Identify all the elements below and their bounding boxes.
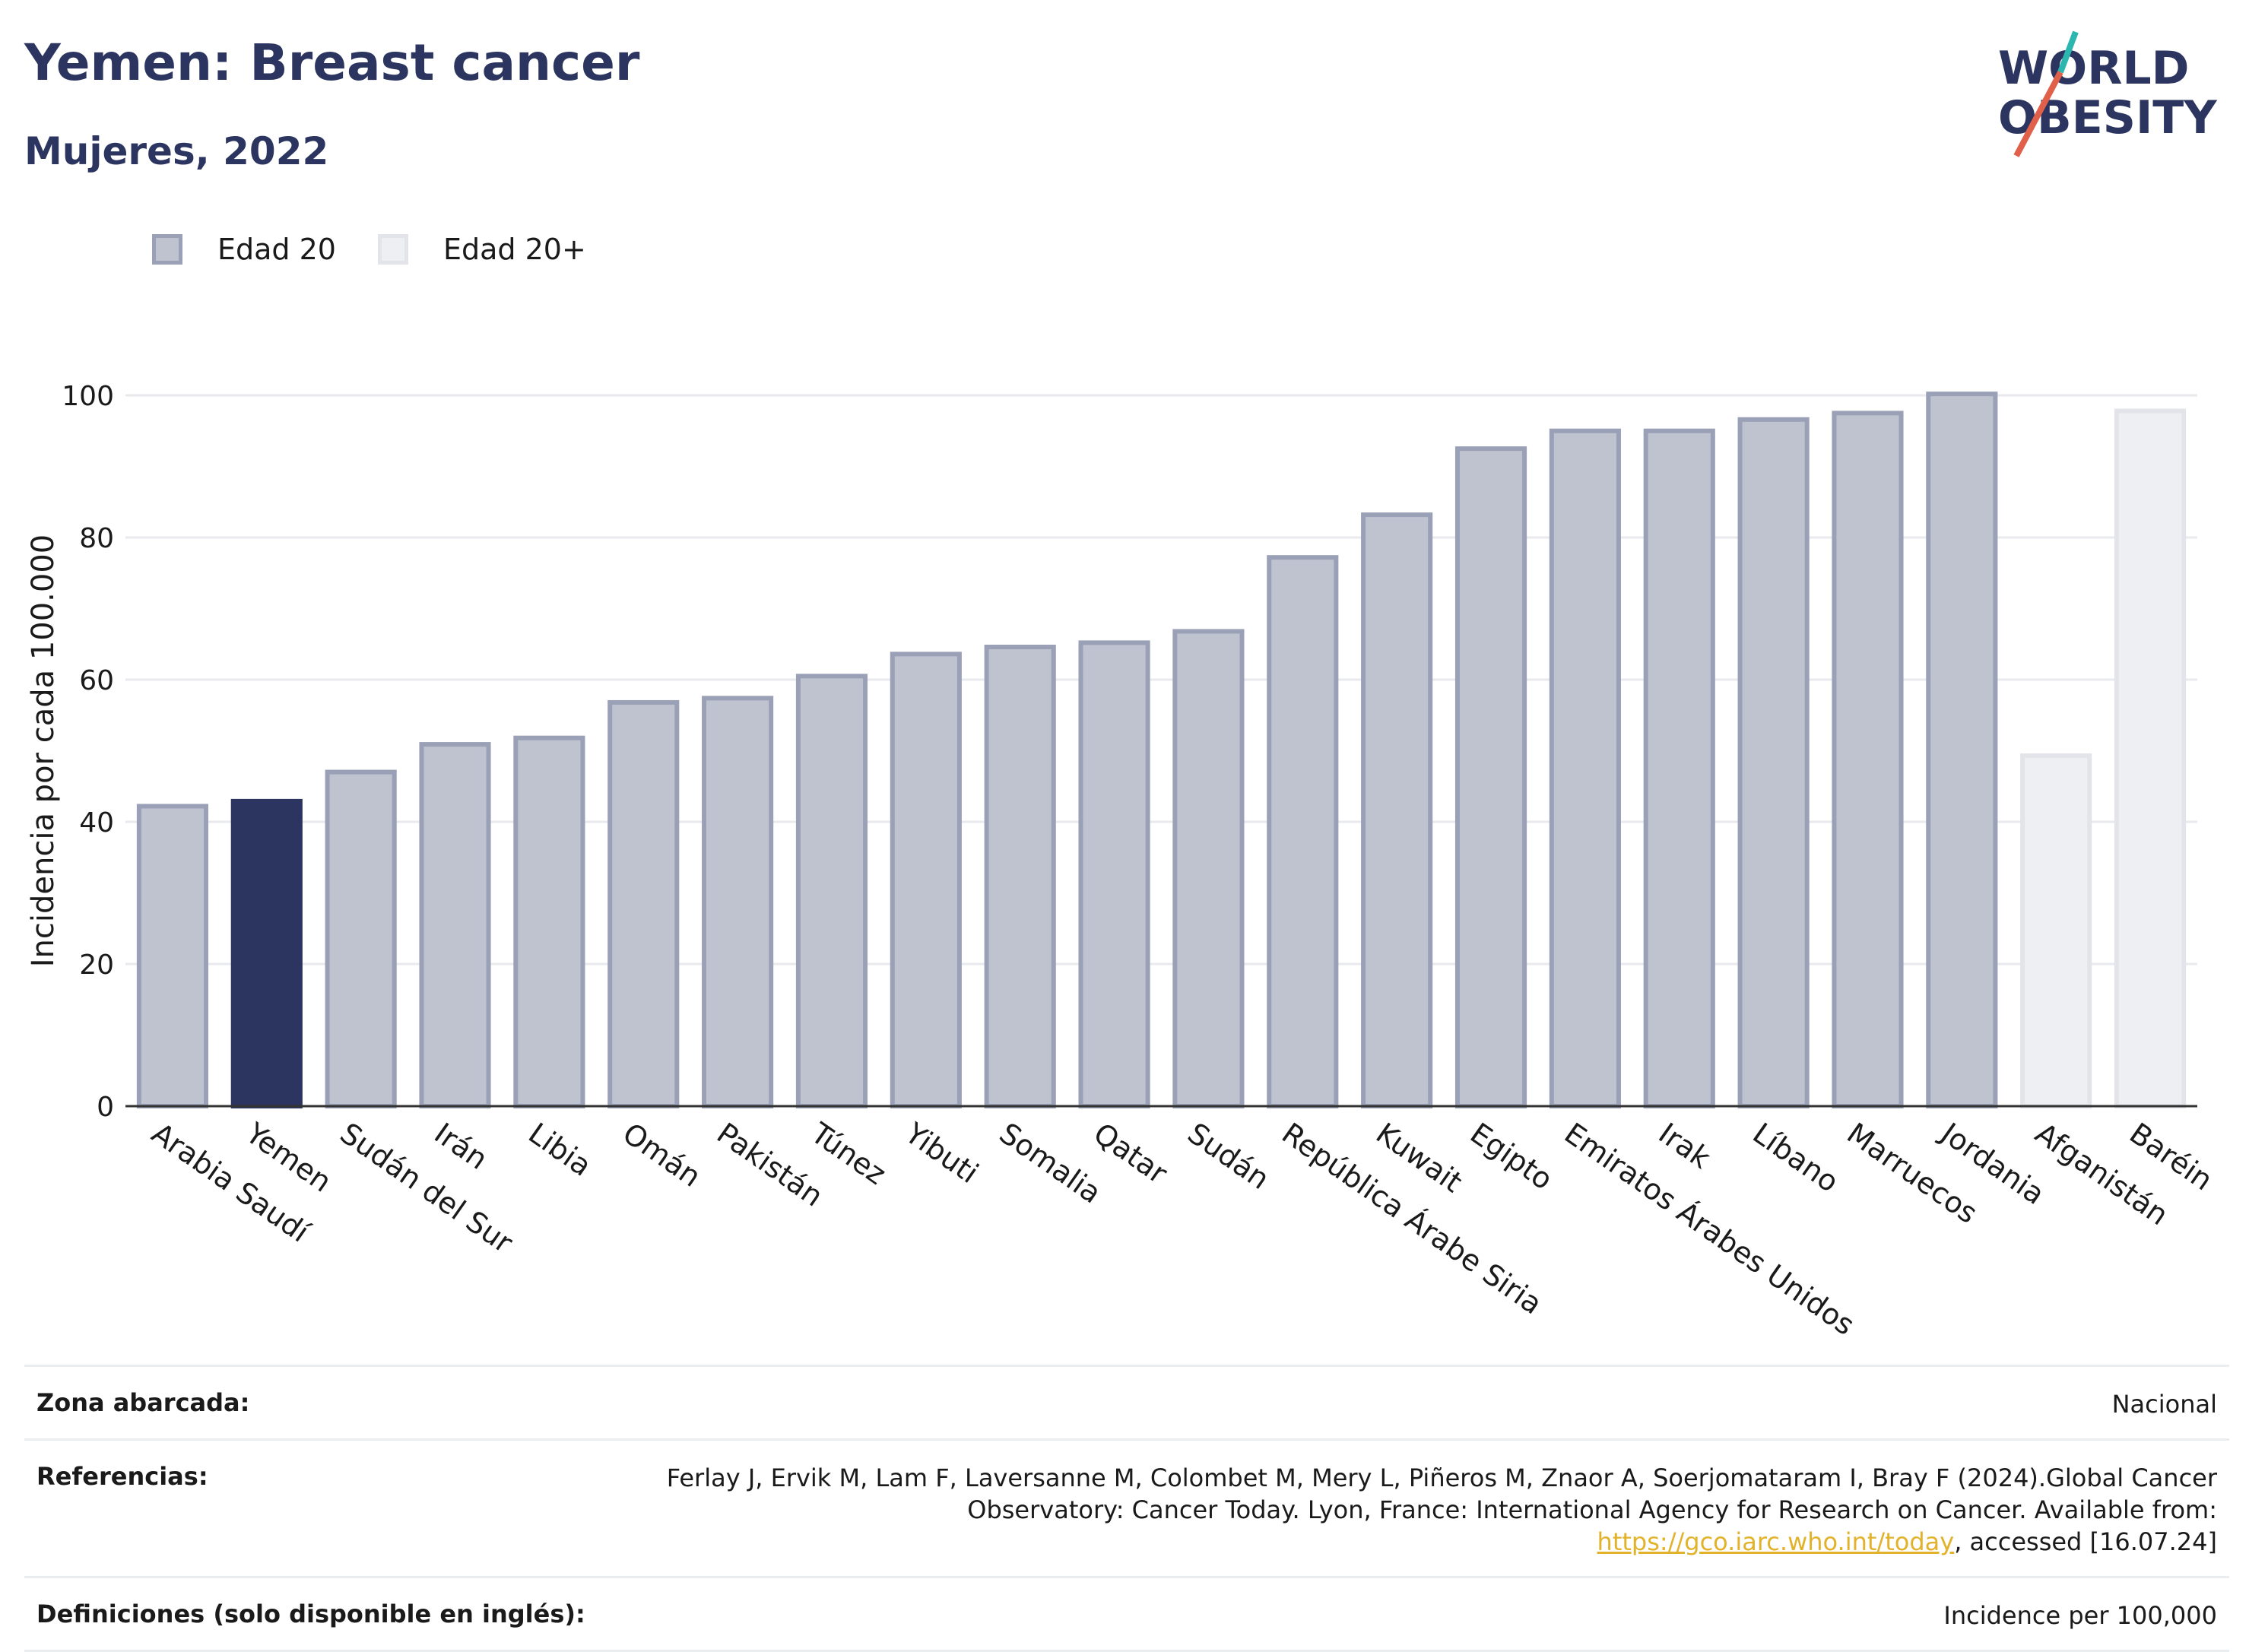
definitions-value: Incidence per 100,000 [1943, 1601, 2217, 1630]
references-accessed: , accessed [16.07.24] [1954, 1527, 2217, 1556]
x-tick-label: Sudán del Sur [334, 1116, 519, 1260]
y-tick-label: 20 [79, 950, 114, 981]
x-tick-label: Líbano [1746, 1116, 1845, 1199]
bar [1078, 640, 1150, 1108]
x-tick-label: Egipto [1464, 1116, 1559, 1196]
legend-swatch-edad-20-plus [377, 234, 408, 265]
y-tick-label: 40 [79, 807, 114, 839]
bar-chart: 0 20 40 60 80 100 Incidencia por cada 100.000 A… [26, 381, 2219, 1338]
bar [513, 735, 585, 1108]
logo-line1: WORLD [1998, 42, 2189, 95]
bar [136, 804, 208, 1108]
bar [419, 742, 491, 1109]
references-label: Referencias: [36, 1462, 208, 1491]
logo-slash-teal [2057, 30, 2079, 74]
x-tick-label: Pakistán [711, 1116, 829, 1213]
bar [1926, 392, 1998, 1108]
footer-row-references: Referencias: Ferlay J, Ervik M, Lam F, L… [24, 1438, 2229, 1576]
references-text: Ferlay J, Ervik M, Lam F, Laversanne M, … [666, 1463, 2217, 1524]
legend-item-edad-20-plus[interactable]: Edad 20+ [377, 233, 586, 266]
x-tick-label: Yibuti [899, 1116, 985, 1190]
page-title: Yemen: Breast cancer [24, 33, 640, 92]
y-tick-label: 100 [62, 381, 114, 412]
x-tick-label: Libia [522, 1116, 598, 1182]
bar [325, 769, 397, 1108]
footer-row-definitions: Definiciones (solo disponible en inglés)… [24, 1576, 2229, 1652]
y-tick-label: 0 [97, 1092, 114, 1123]
bar [984, 644, 1056, 1108]
bar [795, 674, 868, 1108]
x-tick-label: Somalia [994, 1116, 1108, 1210]
bar [1361, 512, 1433, 1108]
legend-label-edad-20: Edad 20 [217, 233, 336, 266]
y-axis-label: Incidencia por cada 100.000 [26, 534, 61, 968]
bar [2020, 753, 2092, 1108]
bar [1172, 629, 1245, 1109]
x-tick-label: Irak [1653, 1116, 1717, 1175]
legend-item-edad-20[interactable]: Edad 20 [152, 233, 336, 266]
bar [1643, 428, 1715, 1108]
references-value: Ferlay J, Ervik M, Lam F, Laversanne M, … [646, 1441, 2229, 1576]
bar [1454, 446, 1527, 1108]
legend-label-edad-20-plus: Edad 20+ [443, 233, 586, 266]
bar [1549, 428, 1621, 1108]
bar [607, 699, 680, 1109]
legend-swatch-edad-20 [152, 234, 182, 265]
x-tick-label: Sudán [1182, 1116, 1275, 1196]
bar [702, 696, 774, 1108]
bar [2114, 408, 2187, 1108]
coverage-label: Zona abarcada: [36, 1388, 250, 1417]
page-subtitle: Mujeres, 2022 [24, 129, 329, 173]
coverage-value: Nacional [2111, 1390, 2217, 1419]
logo-line2: OBESITY [1998, 91, 2218, 144]
definitions-label: Definiciones (solo disponible en inglés)… [36, 1600, 585, 1628]
chart-legend: Edad 20 Edad 20+ [152, 228, 628, 271]
bar [230, 798, 303, 1108]
y-tick-label: 80 [79, 523, 114, 554]
bar [1832, 411, 1904, 1108]
bar [890, 652, 962, 1108]
references-link[interactable]: https://gco.iarc.who.int/today [1597, 1527, 1955, 1556]
footer-row-coverage: Zona abarcada: Nacional [24, 1365, 2229, 1438]
bar [1267, 555, 1339, 1108]
bar [1737, 417, 1810, 1109]
x-tick-label: Arabia Saudí [146, 1116, 316, 1249]
y-tick-label: 60 [79, 665, 114, 696]
x-tick-label: Omán [617, 1116, 707, 1194]
world-obesity-logo: WORLD OBESITY [1998, 30, 2218, 157]
logo-slash-red [2013, 71, 2063, 157]
footer-table: Zona abarcada: Nacional Referencias: Fer… [24, 1365, 2229, 1652]
x-tick-label: Irán [428, 1116, 493, 1176]
